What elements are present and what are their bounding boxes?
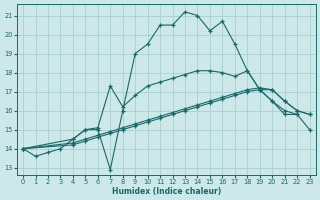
X-axis label: Humidex (Indice chaleur): Humidex (Indice chaleur) — [112, 187, 221, 196]
